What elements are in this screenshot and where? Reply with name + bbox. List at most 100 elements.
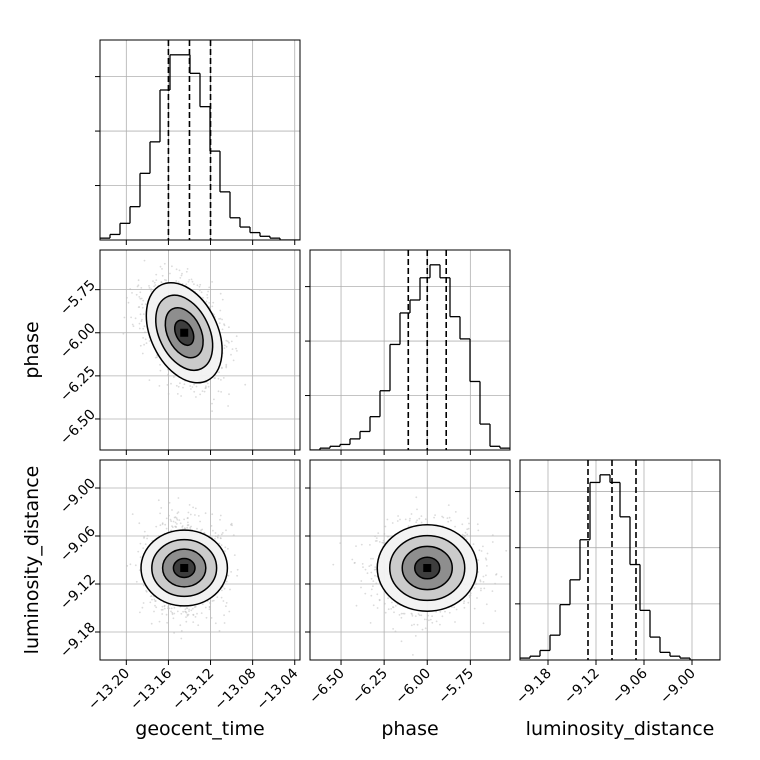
pair-phase-vs-luminosity-distance-sample-826 xyxy=(477,559,480,561)
pair-geocent-time-vs-phase-sample-1191 xyxy=(181,272,183,275)
pair-geocent-time-vs-luminosity-distance-sample-667 xyxy=(214,622,217,625)
pair-geocent-time-vs-phase-sample-402 xyxy=(195,396,197,398)
pair-phase-vs-luminosity-distance-sample-1037 xyxy=(480,589,482,592)
pair-phase-vs-luminosity-distance-sample-103 xyxy=(468,596,471,599)
pair-geocent-time-vs-luminosity-distance-sample-315 xyxy=(170,520,173,523)
pair-geocent-time-vs-luminosity-distance-sample-890 xyxy=(188,504,191,506)
pair-geocent-time-vs-phase-sample-736 xyxy=(180,274,183,277)
pair-geocent-time-vs-phase-sample-574 xyxy=(175,384,178,387)
pair-phase-vs-luminosity-distance-sample-510 xyxy=(370,588,373,591)
pair-geocent-time-vs-luminosity-distance-sample-454 xyxy=(194,507,197,510)
pair-geocent-time-vs-luminosity-distance-sample-144 xyxy=(197,624,200,627)
pair-geocent-time-vs-luminosity-distance-sample-571 xyxy=(151,598,153,601)
pair-geocent-time-vs-luminosity-distance-sample-325 xyxy=(229,588,231,591)
pair-geocent-time-vs-luminosity-distance-sample-792 xyxy=(154,604,156,607)
pair-geocent-time-vs-phase-sample-106 xyxy=(144,338,147,341)
pair-geocent-time-vs-phase-sample-1030 xyxy=(140,320,143,322)
pair-geocent-time-vs-phase-sample-970 xyxy=(230,353,232,356)
pair-geocent-time-vs-phase-sample-463 xyxy=(142,313,145,315)
pair-geocent-time-vs-luminosity-distance-sample-1159 xyxy=(185,620,188,623)
pair-geocent-time-vs-phase-sample-1021 xyxy=(200,291,203,294)
pair-geocent-time-vs-phase-sample-1007 xyxy=(173,376,175,378)
pair-geocent-time-vs-phase-sample-1068 xyxy=(139,313,142,316)
pair-geocent-time-vs-luminosity-distance-sample-816 xyxy=(167,605,170,608)
pair-phase-vs-luminosity-distance-sample-286 xyxy=(375,582,378,585)
pair-geocent-time-vs-phase-sample-1027 xyxy=(223,347,226,349)
pair-geocent-time-vs-luminosity-distance-sample-350 xyxy=(211,513,214,516)
pair-phase-vs-luminosity-distance-sample-851 xyxy=(463,606,466,609)
pair-geocent-time-vs-phase-sample-1241 xyxy=(198,289,201,292)
pair-phase-vs-luminosity-distance-sample-386 xyxy=(392,606,394,609)
pair-geocent-time-vs-luminosity-distance-sample-326 xyxy=(176,610,179,613)
pair-geocent-time-vs-luminosity-distance-sample-744 xyxy=(217,534,220,537)
pair-geocent-time-vs-luminosity-distance-sample-245 xyxy=(179,522,182,525)
pair-phase-vs-luminosity-distance-sample-511 xyxy=(369,622,372,624)
pair-phase-vs-luminosity-distance-sample-997 xyxy=(411,614,414,617)
pair-geocent-time-vs-phase-sample-459 xyxy=(161,274,164,277)
pair-geocent-time-vs-phase-sample-685 xyxy=(228,341,230,344)
pair-geocent-time-vs-luminosity-distance-sample-1232 xyxy=(231,524,233,527)
pair-geocent-time-vs-phase-sample-503 xyxy=(206,296,209,299)
pair-geocent-time-vs-phase-sample-696 xyxy=(218,318,220,320)
pair-geocent-time-vs-phase-sample-238 xyxy=(193,283,195,286)
pair-geocent-time-vs-phase-sample-1234 xyxy=(154,284,157,286)
hist-geocent-time-plot-area xyxy=(100,40,300,240)
pair-geocent-time-vs-luminosity-distance-sample-1205 xyxy=(163,605,166,608)
pair-geocent-time-vs-phase-sample-631 xyxy=(221,328,224,331)
pair-geocent-time-vs-phase-sample-586 xyxy=(211,281,213,283)
pair-phase-vs-luminosity-distance-sample-908 xyxy=(375,537,378,539)
pair-geocent-time-vs-phase-sample-54 xyxy=(159,265,162,268)
pair-geocent-time-vs-phase-sample-285 xyxy=(185,270,188,273)
pair-geocent-time-vs-phase-sample-474 xyxy=(221,318,223,321)
pair-geocent-time-vs-phase-sample-917 xyxy=(205,300,208,303)
pair-phase-vs-luminosity-distance-sample-905 xyxy=(461,523,464,526)
pair-geocent-time-vs-phase-sample-399 xyxy=(143,325,146,328)
pair-phase-vs-luminosity-distance-sample-828 xyxy=(466,528,469,531)
pair-geocent-time-vs-phase-sample-331 xyxy=(177,281,180,284)
pair-geocent-time-vs-phase-sample-1360 xyxy=(177,385,180,388)
pair-phase-vs-luminosity-distance-sample-85 xyxy=(475,583,478,585)
pair-phase-vs-luminosity-distance-sample-658 xyxy=(374,566,377,568)
pair-geocent-time-vs-phase-sample-1396 xyxy=(152,280,154,283)
pair-phase-vs-luminosity-distance-sample-1048 xyxy=(351,558,354,561)
pair-geocent-time-vs-luminosity-distance-sample-961 xyxy=(181,525,184,527)
pair-phase-vs-luminosity-distance-sample-1144 xyxy=(332,563,335,566)
pair-geocent-time-vs-luminosity-distance-sample-141 xyxy=(205,616,208,619)
pair-geocent-time-vs-phase-sample-117 xyxy=(150,288,153,291)
pair-phase-vs-luminosity-distance-sample-1121 xyxy=(392,628,394,630)
x-axis-label-geocent-time: geocent_time xyxy=(135,718,264,740)
pair-geocent-time-vs-luminosity-distance-sample-1228 xyxy=(214,535,217,538)
pair-phase-vs-luminosity-distance-sample-1334 xyxy=(454,621,456,623)
pair-phase-vs-luminosity-distance-sample-60 xyxy=(409,517,411,520)
pair-geocent-time-vs-luminosity-distance-sample-1054 xyxy=(228,610,231,613)
pair-geocent-time-vs-luminosity-distance-sample-1137 xyxy=(143,537,145,539)
pair-phase-vs-luminosity-distance-sample-595 xyxy=(368,565,371,567)
pair-geocent-time-vs-luminosity-distance-sample-262 xyxy=(212,529,214,532)
pair-geocent-time-vs-luminosity-distance-sample-574 xyxy=(161,613,164,615)
pair-geocent-time-vs-luminosity-distance-sample-1379 xyxy=(145,590,148,593)
pair-phase-vs-luminosity-distance-sample-896 xyxy=(414,615,417,617)
pair-geocent-time-vs-phase-sample-1206 xyxy=(139,291,142,294)
pair-geocent-time-vs-luminosity-distance-sample-952 xyxy=(185,607,188,609)
pair-geocent-time-vs-luminosity-distance-sample-1073 xyxy=(146,537,148,540)
pair-geocent-time-vs-luminosity-distance-sample-218 xyxy=(163,607,166,610)
pair-phase-vs-luminosity-distance-sample-1147 xyxy=(439,611,442,613)
pair-geocent-time-vs-luminosity-distance-sample-308 xyxy=(180,630,183,632)
x-axis-label-phase: phase xyxy=(381,718,438,740)
pair-geocent-time-vs-phase-sample-835 xyxy=(193,383,195,386)
pair-geocent-time-vs-luminosity-distance-sample-33 xyxy=(221,532,224,534)
pair-geocent-time-vs-luminosity-distance-sample-1268 xyxy=(168,607,171,610)
pair-phase-vs-luminosity-distance-sample-352 xyxy=(416,623,419,626)
pair-geocent-time-vs-luminosity-distance-sample-1042 xyxy=(154,600,157,602)
pair-geocent-time-vs-luminosity-distance-plot-area xyxy=(100,460,300,660)
pair-phase-vs-luminosity-distance-sample-485 xyxy=(360,586,362,589)
pair-phase-vs-luminosity-distance-sample-396 xyxy=(376,607,379,609)
pair-geocent-time-vs-luminosity-distance-sample-451 xyxy=(220,544,223,546)
pair-geocent-time-vs-phase-sample-549 xyxy=(191,280,194,283)
pair-geocent-time-vs-luminosity-distance-sample-1108 xyxy=(144,543,147,546)
pair-geocent-time-vs-luminosity-distance-sample-1109 xyxy=(210,525,213,527)
pair-geocent-time-vs-luminosity-distance-sample-1213 xyxy=(214,537,216,540)
pair-geocent-time-vs-phase-sample-565 xyxy=(138,322,141,325)
pair-geocent-time-vs-luminosity-distance-sample-1267 xyxy=(227,547,229,550)
pair-geocent-time-vs-phase-sample-1134 xyxy=(143,343,145,346)
